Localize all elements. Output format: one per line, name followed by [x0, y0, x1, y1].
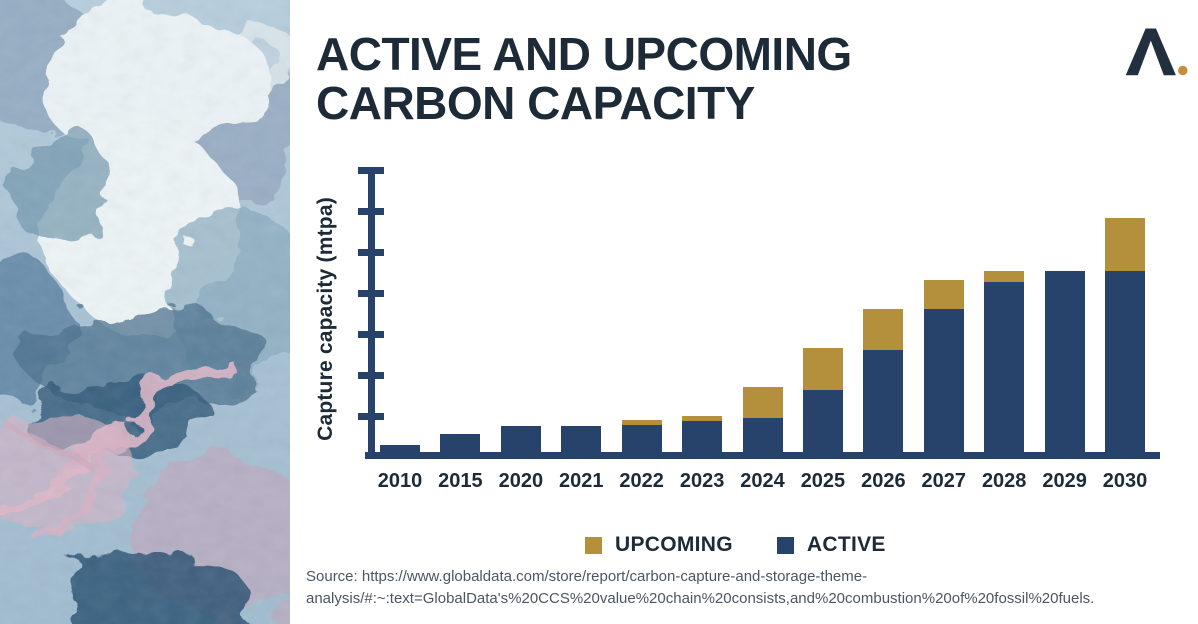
x-tick-label-2015: 2015 — [438, 470, 483, 492]
bar-2025-upcoming-segment — [802, 347, 843, 390]
y-tick — [358, 208, 384, 215]
brand-logo — [1124, 26, 1188, 76]
source-line1: Source: https://www.globaldata.com/store… — [306, 568, 868, 585]
bar-2026 — [863, 308, 904, 458]
x-tick-label-2028: 2028 — [981, 470, 1027, 492]
bar-2023 — [682, 415, 723, 458]
bar-2030-active-segment — [1105, 270, 1146, 458]
x-tick-label-2022: 2022 — [619, 470, 664, 492]
legend-item-active: ACTIVE — [776, 533, 886, 557]
upcoming-swatch-icon — [585, 536, 602, 554]
bar-2025-active-segment — [802, 389, 843, 458]
bar-2030 — [1105, 218, 1146, 458]
x-tick-label-2025: 2025 — [800, 470, 846, 492]
y-tick — [358, 413, 384, 420]
y-tick — [358, 331, 384, 338]
bar-2015-active-segment — [440, 433, 481, 458]
bar-2024 — [742, 386, 783, 458]
bar-2030-upcoming-segment — [1105, 218, 1146, 271]
active-swatch-icon — [776, 536, 794, 554]
x-tick-label-2010: 2010 — [377, 470, 423, 492]
bar-2020 — [500, 425, 541, 458]
page-title-line2: CARBON CAPACITY — [316, 76, 755, 129]
caret-logo-icon — [1125, 28, 1188, 76]
bar-2026-upcoming-segment — [863, 308, 904, 351]
bar-2026-active-segment — [863, 350, 904, 458]
source-line2: analysis/#:~:text=GlobalData's%20CCS%20v… — [306, 590, 1095, 607]
legend-item-upcoming: UPCOMING — [585, 533, 733, 557]
bar-2027-active-segment — [923, 309, 964, 458]
bar-2029 — [1044, 271, 1085, 458]
bar-2027 — [923, 280, 964, 458]
source-citation: Source: https://www.globaldata.com/store… — [306, 566, 1198, 610]
y-axis — [368, 168, 375, 459]
x-tick-label-2029: 2029 — [1042, 470, 1087, 492]
x-tick-label-2026: 2026 — [861, 470, 906, 492]
legend-active-label: ACTIVE — [806, 533, 886, 556]
bar-2020-active-segment — [500, 425, 541, 458]
bar-2021 — [561, 425, 602, 458]
x-tick-label-2023: 2023 — [679, 470, 725, 492]
bar-2027-upcoming-segment — [923, 280, 964, 310]
bar-2028-active-segment — [984, 281, 1025, 458]
bar-2015 — [440, 433, 481, 458]
x-tick-label-2027: 2027 — [921, 470, 967, 492]
bar-2024-active-segment — [742, 417, 783, 458]
legend-upcoming-label: UPCOMING — [615, 533, 733, 556]
bar-2029-active-segment — [1044, 271, 1085, 458]
x-tick-label-2030: 2030 — [1102, 470, 1148, 492]
y-axis-label: Capture capacity (mtpa) — [314, 197, 337, 441]
bar-2028 — [984, 270, 1025, 458]
bar-2022-active-segment — [621, 425, 662, 458]
bar-2022 — [621, 419, 662, 458]
bar-2010-active-segment — [380, 444, 420, 458]
y-tick — [358, 249, 384, 256]
satellite-terrain-svg — [0, 0, 290, 624]
bar-2010 — [380, 444, 420, 458]
bar-2023-active-segment — [682, 421, 723, 458]
x-tick-label-2021: 2021 — [559, 470, 604, 492]
bar-2021-active-segment — [561, 425, 602, 458]
page-title-line1: ACTIVE AND UPCOMING — [316, 28, 852, 80]
bar-2024-upcoming-segment — [742, 386, 783, 418]
page-title: ACTIVE AND UPCOMING CARBON CAPACITY — [316, 30, 956, 128]
x-tick-label-2020: 2020 — [498, 470, 544, 492]
bar-2025 — [802, 347, 843, 458]
y-tick — [358, 167, 384, 174]
bar-2028-upcoming-segment — [984, 270, 1025, 282]
bar-2023-upcoming-segment — [682, 415, 723, 422]
y-tick — [358, 290, 384, 297]
legend: UPCOMING ACTIVE — [585, 533, 886, 557]
satellite-terrain-image — [0, 0, 290, 624]
y-tick — [358, 372, 384, 379]
bar-2022-upcoming-segment — [621, 419, 662, 426]
x-tick-label-2024: 2024 — [740, 470, 785, 492]
